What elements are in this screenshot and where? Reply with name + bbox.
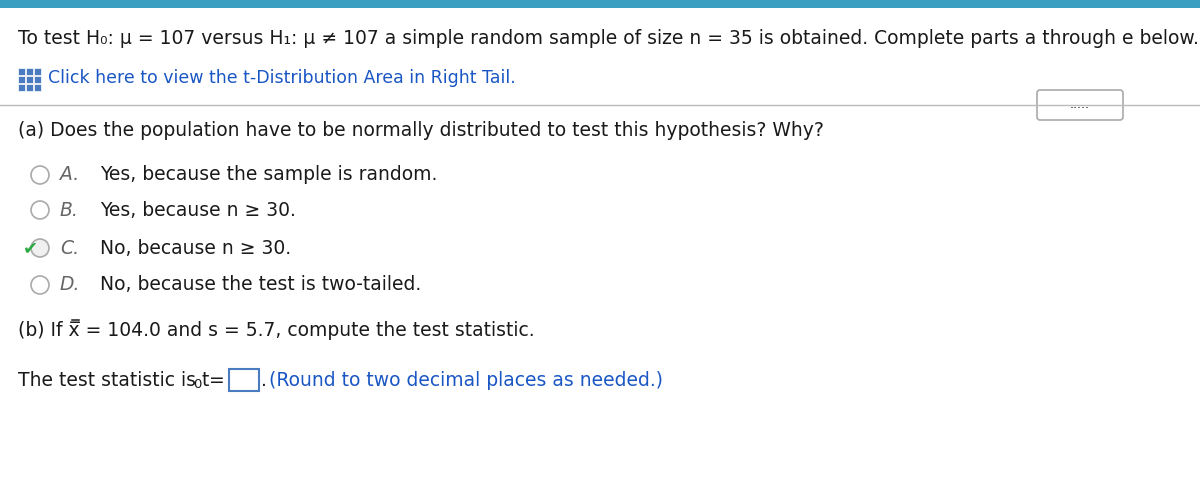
Text: D.: D.: [60, 276, 80, 295]
Bar: [26, 84, 34, 91]
Bar: [34, 76, 41, 83]
Text: A.: A.: [60, 165, 79, 184]
Bar: [34, 84, 41, 91]
Text: The test statistic is t: The test statistic is t: [18, 370, 209, 390]
Text: Click here to view the t-Distribution Area in Right Tail.: Click here to view the t-Distribution Ar…: [48, 69, 516, 87]
Circle shape: [31, 276, 49, 294]
Text: .....: .....: [1070, 98, 1090, 112]
Bar: [0, 0, 1200, 8]
Text: (Round to two decimal places as needed.): (Round to two decimal places as needed.): [269, 370, 662, 390]
Bar: [26, 76, 34, 83]
Bar: [18, 76, 25, 83]
Text: (a) Does the population have to be normally distributed to test this hypothesis?: (a) Does the population have to be norma…: [18, 121, 824, 140]
FancyBboxPatch shape: [1037, 90, 1123, 120]
Circle shape: [31, 239, 49, 257]
Text: .: .: [260, 370, 266, 390]
Circle shape: [31, 166, 49, 184]
Bar: [229, 369, 259, 391]
Text: =: =: [203, 370, 230, 390]
Text: B.: B.: [60, 201, 79, 219]
Text: ✔: ✔: [23, 239, 37, 257]
Text: No, because n ≥ 30.: No, because n ≥ 30.: [100, 239, 292, 257]
Bar: [26, 68, 34, 75]
Text: Yes, because n ≥ 30.: Yes, because n ≥ 30.: [100, 201, 296, 219]
Text: No, because the test is two-tailed.: No, because the test is two-tailed.: [100, 276, 421, 295]
Text: C.: C.: [60, 239, 79, 257]
Text: To test H₀: μ = 107 versus H₁: μ ≠ 107 a simple random sample of size n = 35 is : To test H₀: μ = 107 versus H₁: μ ≠ 107 a…: [18, 29, 1199, 48]
Bar: [18, 84, 25, 91]
Bar: [34, 68, 41, 75]
Text: (b) If x̅ = 104.0 and s = 5.7, compute the test statistic.: (b) If x̅ = 104.0 and s = 5.7, compute t…: [18, 320, 535, 339]
Circle shape: [31, 201, 49, 219]
Bar: [18, 68, 25, 75]
Text: 0: 0: [193, 378, 202, 392]
Text: Yes, because the sample is random.: Yes, because the sample is random.: [100, 165, 437, 184]
